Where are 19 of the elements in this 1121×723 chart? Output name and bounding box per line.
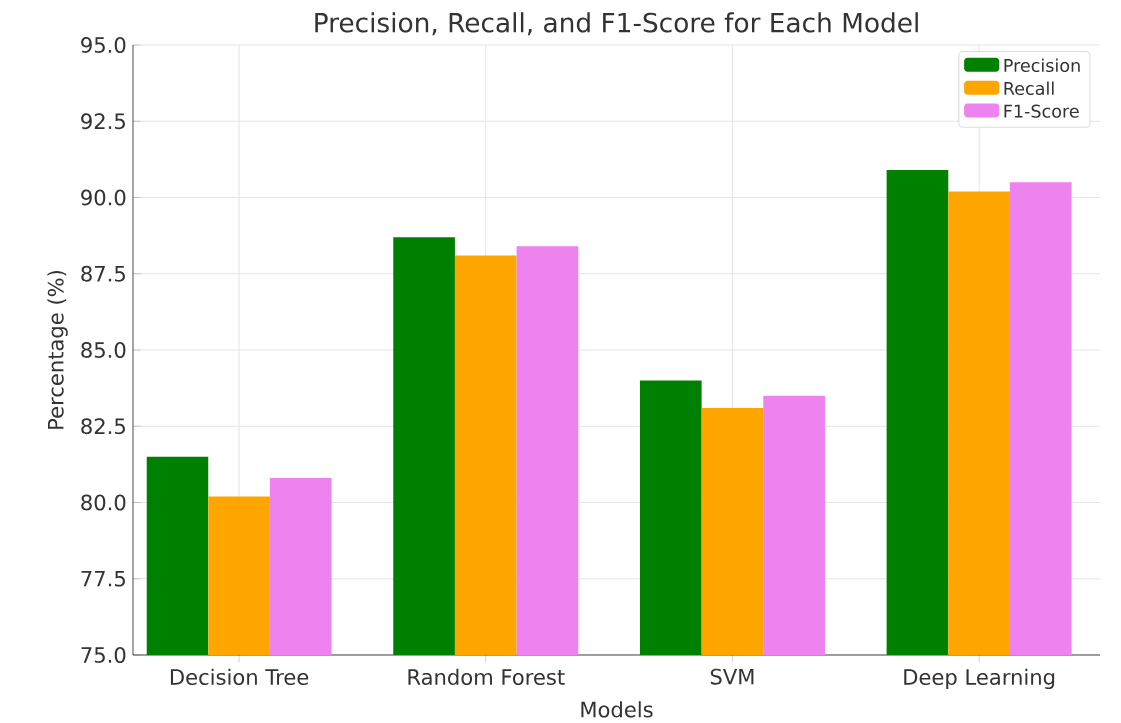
y-tick-label: 95.0 [81,36,126,53]
y-tick-label: 75.0 [81,646,126,663]
y-tick-label: 92.5 [81,113,125,130]
y-tick-label: 82.5 [81,418,125,435]
x-tick-label: Deep Learning [904,668,1055,689]
legend-label: Recall [1004,81,1054,95]
y-tick-label: 77.5 [81,570,125,587]
legend-label: Precision [1004,58,1080,72]
y-tick-label: 85.0 [81,341,126,358]
x-tick-label: Random Forest [408,668,565,685]
x-tick-label: SVM [710,668,754,685]
y-tick-label: 80.0 [81,494,126,511]
x-tick-label: Decision Tree [170,668,309,685]
x-axis-title: Models [581,701,653,718]
y-tick-label: 90.0 [81,189,126,206]
y-tick-label: 87.5 [81,265,125,282]
y-axis-title: Percentage (%) [47,270,68,429]
legend-label: F1-Score [1004,104,1079,118]
chart-title: Precision, Recall, and F1-Score for Each Model [315,12,918,36]
